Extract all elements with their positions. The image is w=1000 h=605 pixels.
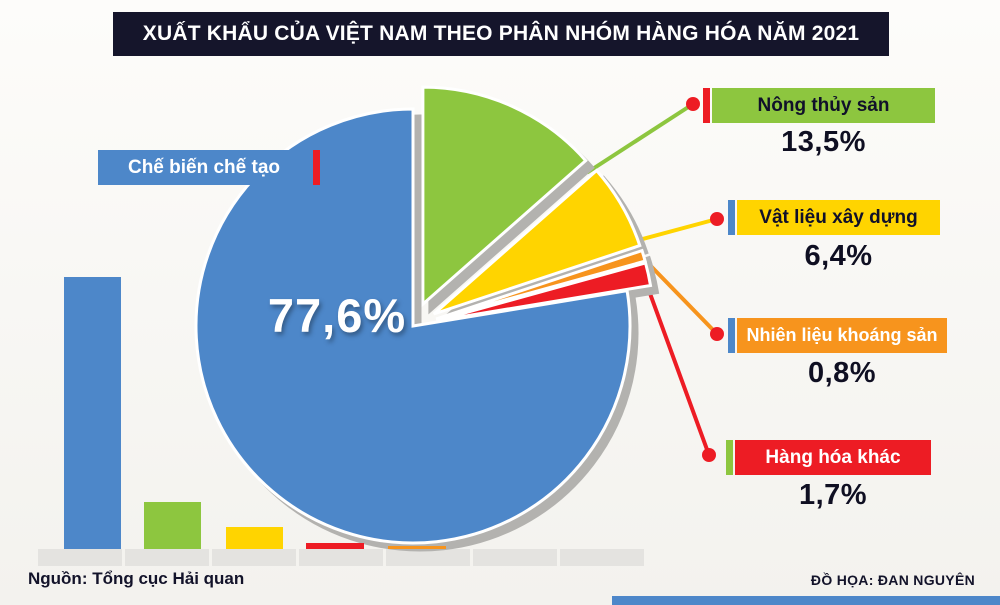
leader-dot-nong-thuy-san xyxy=(686,97,700,111)
leader-dots xyxy=(686,97,724,462)
label-text: Chế biến chế tạo xyxy=(127,156,281,178)
pie-slice-2 xyxy=(432,168,642,316)
value-nong-thuy-san: 13,5% xyxy=(781,126,866,158)
credit-text: ĐỒ HỌA: ĐAN NGUYÊN xyxy=(810,572,975,588)
accent-bar-nhien-lieu-khoang-san xyxy=(728,318,735,353)
value-hang-hoa-khac: 1,7% xyxy=(798,479,868,511)
leader-lines xyxy=(586,102,719,457)
pie-slice-1 xyxy=(421,85,588,308)
leader-line-vat-lieu-xay-dung xyxy=(626,217,719,245)
baseline-cell xyxy=(299,549,383,566)
accent-bar-nong-thuy-san xyxy=(703,88,710,123)
page-title: XUẤT KHẨU CỦA VIỆT NAM THEO PHÂN NHÓM HÀ… xyxy=(142,22,860,45)
label-hang-hoa-khac: Hàng hóa khác xyxy=(735,440,931,475)
leader-dot-vat-lieu-xay-dung xyxy=(710,212,724,226)
pie-slice-3 xyxy=(435,248,647,321)
leader-line-hang-hoa-khac xyxy=(646,286,711,457)
leader-dot-nhien-lieu-khoang-san xyxy=(710,327,724,341)
pie-slice-4 xyxy=(435,261,653,323)
leader-line-nong-thuy-san xyxy=(586,102,695,174)
label-nhien-lieu-khoang-san: Nhiên liệu khoáng sản xyxy=(737,318,947,353)
label-text: Vật liệu xây dựng xyxy=(759,206,918,228)
mini-bar-vat-lieu-xay-dung xyxy=(226,527,283,549)
mini-bar-nong-thuy-san xyxy=(144,502,201,549)
accent-bar-hang-hoa-khac xyxy=(726,440,733,475)
accent-bar-vat-lieu-xay-dung xyxy=(728,200,735,235)
mini-bar-hang-hoa-khac xyxy=(306,543,364,549)
label-text: Nông thủy sản xyxy=(757,94,890,116)
mini-bar-nhien-lieu-khoang-san xyxy=(388,546,446,549)
value-nhien-lieu-khoang-san: 0,8% xyxy=(807,357,877,389)
source-text: Nguồn: Tổng cục Hải quan xyxy=(28,569,245,588)
footer-accent-bar xyxy=(612,596,1000,605)
value-che-bien-che-tao: 77,6% xyxy=(267,289,407,342)
accent-bar-che-bien xyxy=(313,150,320,185)
baseline-cell xyxy=(473,549,557,566)
baseline-cell xyxy=(38,549,122,566)
title-bar: XUẤT KHẨU CỦA VIỆT NAM THEO PHÂN NHÓM HÀ… xyxy=(113,12,889,56)
label-text: Hàng hóa khác xyxy=(765,446,901,468)
baseline-cell xyxy=(560,549,644,566)
pie-slices xyxy=(194,85,653,545)
leader-line-nhien-lieu-khoang-san xyxy=(641,256,719,336)
label-text: Nhiên liệu khoáng sản xyxy=(746,325,938,345)
label-nong-thuy-san: Nông thủy sản xyxy=(712,88,935,123)
baseline-cell xyxy=(212,549,296,566)
label-che-bien-che-tao: Chế biến chế tạo xyxy=(98,150,310,185)
baseline-cell xyxy=(386,549,470,566)
leader-dot-hang-hoa-khac xyxy=(702,448,716,462)
label-vat-lieu-xay-dung: Vật liệu xây dựng xyxy=(737,200,940,235)
value-vat-lieu-xay-dung: 6,4% xyxy=(804,240,873,272)
mini-bar-che-bien-che-tao xyxy=(64,277,121,549)
baseline-cell xyxy=(125,549,209,566)
